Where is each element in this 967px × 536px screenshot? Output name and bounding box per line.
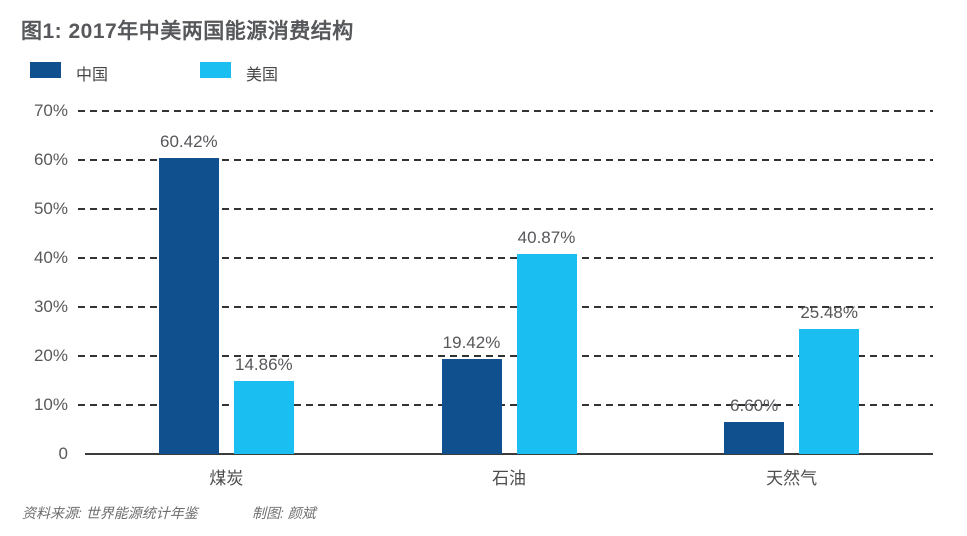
footer: 资料来源: 世界能源统计年鉴 制图: 颜斌 [0, 503, 967, 527]
legend-swatch-usa [200, 62, 231, 78]
bar-value-label: 14.86% [234, 355, 293, 375]
legend-label-usa: 美国 [246, 67, 279, 84]
gridline-70% [78, 110, 933, 112]
x-axis-line [85, 453, 933, 455]
x-axis-category-label: 石油 [492, 469, 526, 488]
y-axis-tick-label: 70% [33, 101, 68, 120]
bar-中国-煤炭 [158, 157, 219, 454]
legend-swatch-china [30, 62, 61, 78]
y-axis-tick-label: 10% [33, 395, 68, 414]
y-axis-tick-label: 60% [33, 150, 68, 169]
bar-美国-煤炭 [233, 381, 294, 454]
bar-美国-石油 [516, 253, 577, 454]
y-axis-tick-label: 20% [33, 346, 68, 365]
chart-legend: 中国 美国 [0, 61, 967, 84]
x-axis-category-label: 天然气 [766, 469, 818, 488]
bar-value-label: 19.42% [442, 332, 501, 352]
legend-label-china: 中国 [76, 67, 109, 84]
credit-text: 制图: 颜斌 [252, 505, 316, 521]
gridline-30% [78, 306, 933, 308]
x-axis-category-label: 煤炭 [209, 469, 244, 488]
bar-中国-天然气 [724, 421, 785, 454]
y-axis-tick-label: 30% [33, 297, 68, 316]
gridline-60% [78, 159, 933, 161]
data-source-text: 资料来源: 世界能源统计年鉴 [22, 505, 198, 521]
bar-value-label: 25.48% [800, 303, 858, 323]
bar-value-label: 6.60% [730, 395, 779, 415]
gridline-40% [78, 257, 933, 259]
y-axis-tick-label: 40% [33, 248, 68, 267]
bar-中国-石油 [441, 358, 502, 454]
y-axis-tick-label: 0 [58, 444, 68, 463]
chart-title: 图1: 2017年中美两国能源消费结构 [21, 20, 354, 43]
y-axis-tick-label: 50% [33, 199, 68, 218]
gridline-50% [78, 208, 933, 210]
bar-value-label: 40.87% [517, 227, 576, 247]
bar-value-label: 60.42% [159, 131, 218, 151]
bar-美国-天然气 [799, 329, 860, 454]
gridline-10% [78, 404, 933, 406]
gridline-20% [78, 355, 933, 357]
